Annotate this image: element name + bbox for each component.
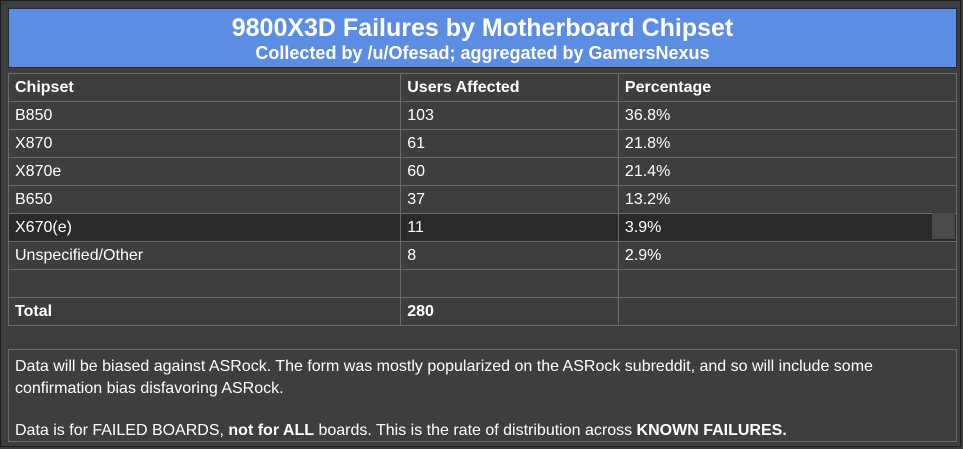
cell-percentage: 2.9% (617, 241, 958, 270)
column-header-chipset: Chipset (7, 73, 402, 102)
scope-note-part: Data is for FAILED BOARDS, (15, 422, 229, 439)
cell-empty (7, 269, 402, 298)
scope-note: Data is for FAILED BOARDS, not for ALL b… (15, 420, 950, 442)
table-header-row: Chipset Users Affected Percentage (7, 73, 958, 102)
table-row-empty (7, 269, 958, 298)
table-row-highlighted[interactable]: X670(e) 11 3.9% (7, 213, 958, 242)
chart-title: 9800X3D Failures by Motherboard Chipset (231, 14, 734, 42)
cell-percentage: 21.8% (617, 129, 958, 158)
column-header-percentage: Percentage (617, 73, 958, 102)
table-row: B650 37 13.2% (7, 185, 958, 214)
cell-users: 60 (400, 157, 619, 186)
cell-chipset: X870 (7, 129, 402, 158)
cell-empty (617, 269, 958, 298)
cell-chipset: X670(e) (7, 213, 402, 242)
cell-percentage: 3.9% (617, 213, 958, 242)
column-header-users: Users Affected (400, 73, 619, 102)
bias-note: Data will be biased against ASRock. The … (15, 358, 873, 397)
table-row: X870 61 21.8% (7, 129, 958, 158)
total-value: 280 (400, 297, 619, 326)
table-total-row: Total 280 (7, 297, 958, 326)
total-label: Total (7, 297, 402, 326)
scrollbar-thumb[interactable] (932, 213, 955, 239)
notes-box: Data will be biased against ASRock. The … (8, 349, 957, 442)
table-row: B850 103 36.8% (7, 101, 958, 130)
cell-users: 37 (400, 185, 619, 214)
data-table: Chipset Users Affected Percentage B850 1… (7, 73, 958, 326)
cell-chipset: B850 (7, 101, 402, 130)
cell-users: 61 (400, 129, 619, 158)
cell-percentage: 36.8% (617, 101, 958, 130)
table-header: 9800X3D Failures by Motherboard Chipset … (8, 8, 957, 68)
cell-users: 103 (400, 101, 619, 130)
cell-chipset: Unspecified/Other (7, 241, 402, 270)
chart-subtitle: Collected by /u/Ofesad; aggregated by Ga… (255, 43, 710, 63)
scope-note-part: boards. This is the rate of distribution… (314, 422, 637, 439)
cell-percentage: 21.4% (617, 157, 958, 186)
scope-note-emphasis: not for ALL (228, 422, 315, 439)
cell-empty (617, 297, 958, 326)
table-row: Unspecified/Other 8 2.9% (7, 241, 958, 270)
cell-percentage: 13.2% (617, 185, 958, 214)
cell-chipset: B650 (7, 185, 402, 214)
scope-note-emphasis: KNOWN FAILURES. (636, 422, 787, 439)
cell-empty (400, 269, 619, 298)
table-row: X870e 60 21.4% (7, 157, 958, 186)
cell-users: 11 (400, 213, 619, 242)
cell-chipset: X870e (7, 157, 402, 186)
cell-users: 8 (400, 241, 619, 270)
